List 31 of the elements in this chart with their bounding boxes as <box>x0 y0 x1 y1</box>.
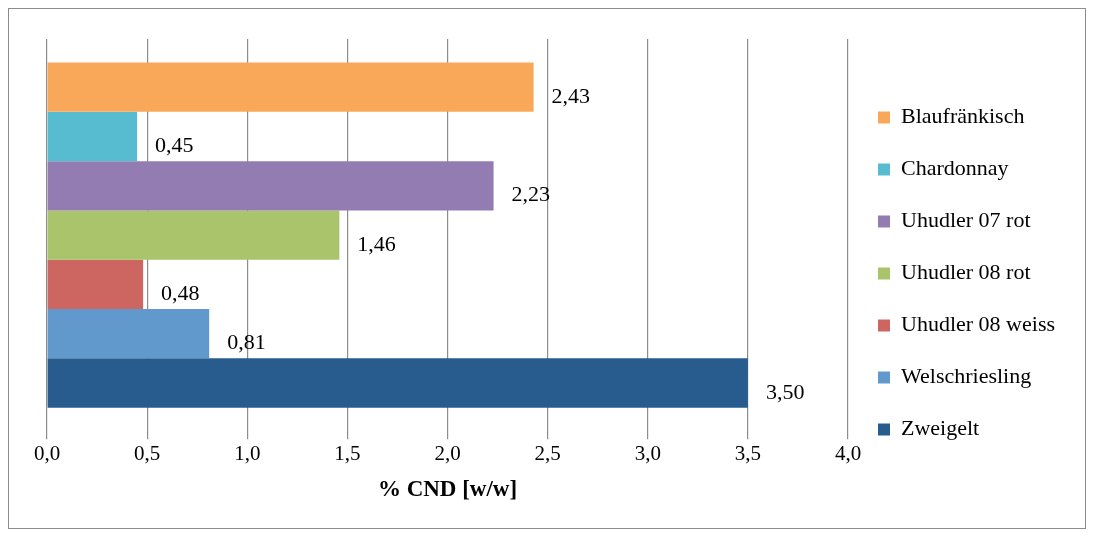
data-label: 3,50 <box>765 378 805 404</box>
x-tick-label: 4,0 <box>834 441 862 466</box>
x-axis-title: % CND [w/w] <box>377 476 518 502</box>
bar <box>47 210 340 260</box>
data-label: 0,48 <box>161 280 200 306</box>
legend-label: Blaufränkisch <box>901 103 1025 129</box>
bar <box>47 111 138 162</box>
data-label: 1,46 <box>357 230 396 256</box>
data-label: 0,45 <box>155 132 194 158</box>
x-tick-label: 2,0 <box>434 441 461 466</box>
data-label: 2,43 <box>551 82 591 108</box>
legend-label: Uhudler 07 rot <box>901 207 1031 233</box>
data-label: 0,81 <box>227 329 266 355</box>
x-tick-label: 3,5 <box>734 441 762 466</box>
x-tick-label: 1,0 <box>234 441 261 466</box>
data-label: 2,23 <box>511 181 551 207</box>
bar <box>47 309 210 359</box>
legend-label: Welschriesling <box>901 363 1032 389</box>
legend-label: Uhudler 08 rot <box>901 259 1031 285</box>
x-tick-label: 1,5 <box>334 441 361 466</box>
legend-label: Chardonnay <box>901 155 1009 181</box>
legend-label: Zweigelt <box>901 415 980 441</box>
x-tick-label: 0,0 <box>33 441 61 466</box>
x-tick-label: 0,5 <box>134 441 161 466</box>
bar <box>47 358 748 408</box>
bar <box>47 62 534 112</box>
x-tick-label: 2,5 <box>534 441 561 466</box>
x-tick-label: 3,0 <box>634 441 661 466</box>
bar <box>47 161 494 211</box>
legend-label: Uhudler 08 weiss <box>901 311 1056 337</box>
bar <box>47 259 144 310</box>
